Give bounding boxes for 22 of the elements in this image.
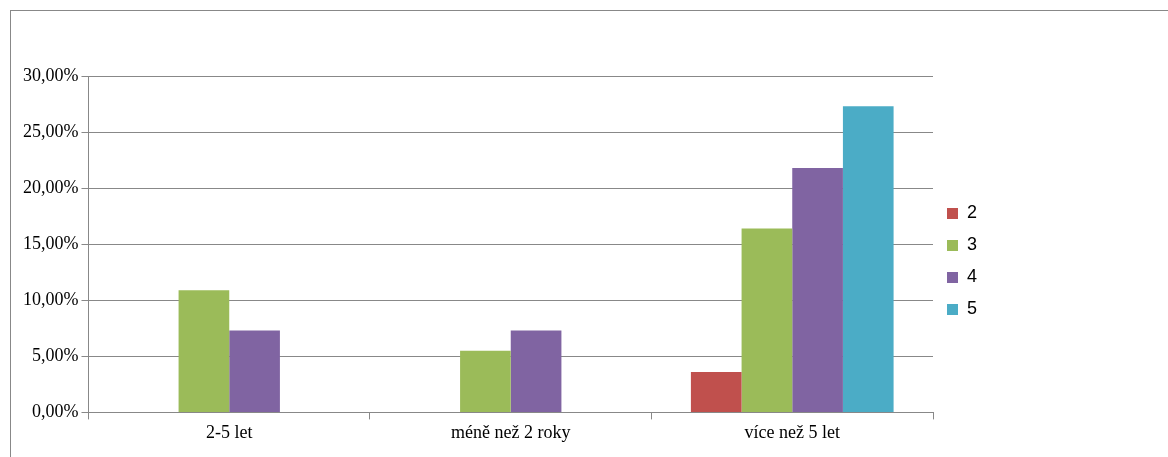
- y-tick-label: 5,00%: [31, 345, 79, 366]
- bar: [178, 290, 230, 412]
- y-tick-label: 10,00%: [22, 289, 79, 309]
- x-tick-label: 2-5 let: [206, 421, 253, 442]
- y-tick-label: 0,00%: [31, 401, 79, 422]
- bar: [792, 167, 843, 412]
- x-tick-label: více než 5 let: [744, 421, 840, 442]
- legend-label: 4: [967, 266, 978, 287]
- y-tick-label: 30,00%: [22, 64, 79, 85]
- bar: [229, 330, 280, 412]
- y-tick-label: 15,00%: [22, 232, 79, 253]
- bar: [690, 372, 742, 412]
- y-tick-label: 20,00%: [22, 176, 79, 197]
- legend-label: 2: [967, 202, 978, 223]
- legend-label: 5: [967, 298, 978, 319]
- bar: [460, 350, 511, 412]
- bar: [510, 330, 562, 412]
- y-tick-label: 25,00%: [22, 120, 79, 141]
- x-tick-label: méně než 2 roky: [451, 421, 571, 442]
- bar: [842, 106, 894, 412]
- legend-label: 3: [967, 234, 978, 255]
- bar: [741, 228, 793, 412]
